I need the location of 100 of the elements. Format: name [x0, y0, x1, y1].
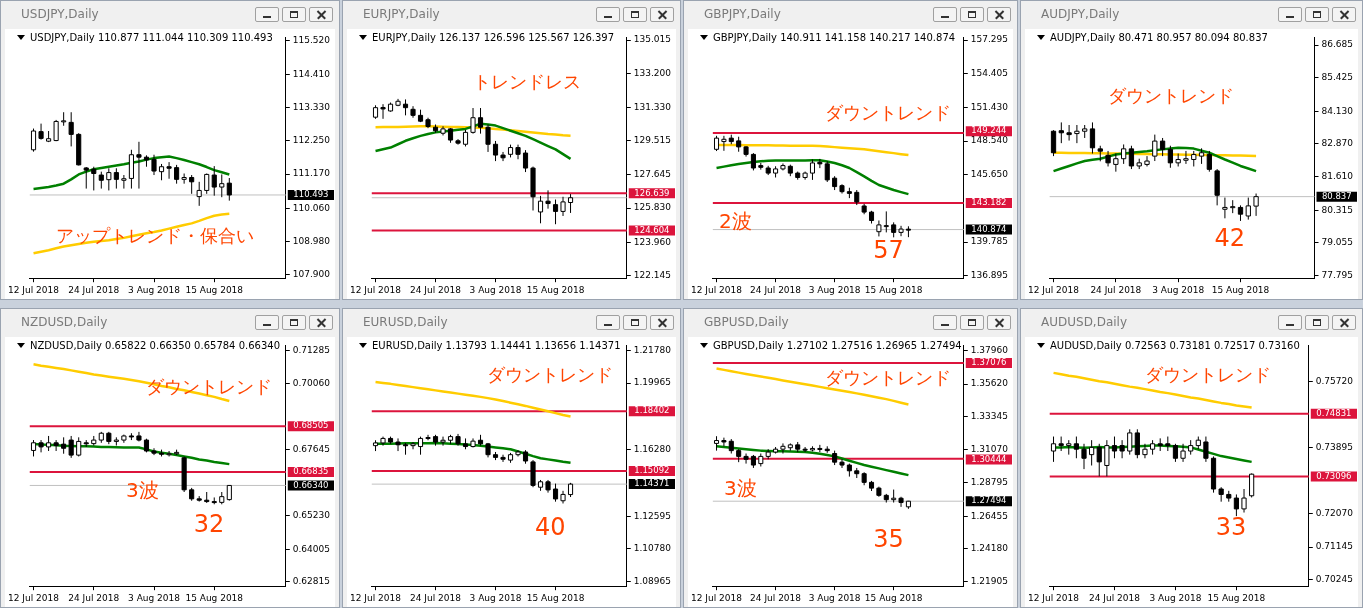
ref-line-label: 1.37076 [971, 357, 1007, 368]
ref-line-label: 1.30444 [971, 453, 1007, 464]
chart-title: AUDUSD,Daily [1040, 315, 1129, 329]
x-tick-label: 15 Aug 2018 [185, 284, 244, 295]
x-tick-label: 3 Aug 2018 [469, 592, 522, 603]
x-tick-label: 3 Aug 2018 [128, 592, 181, 603]
annotation: 40 [535, 512, 566, 541]
annotation: 2波 [719, 209, 752, 234]
annotation: ダウントレンド [487, 364, 614, 386]
y-tick-label: 151.430 [970, 102, 1009, 113]
chart-title: NZDUSD,Daily [20, 315, 109, 329]
x-tick-label: 3 Aug 2018 [808, 592, 861, 603]
candlestick [530, 459, 536, 488]
y-tick-label: 1.33345 [970, 411, 1008, 422]
y-tick-label: 1.26455 [970, 510, 1008, 521]
y-tick-label: 148.540 [970, 135, 1009, 146]
chart-title: GBPJPY,Daily [703, 7, 782, 21]
x-tick-label: 24 Jul 2018 [68, 592, 120, 603]
y-tick-label: 125.830 [633, 202, 672, 213]
ref-line-label: 0.68505 [293, 420, 329, 431]
y-tick-label: 79.055 [1321, 237, 1354, 248]
x-tick-label: 15 Aug 2018 [1211, 284, 1270, 295]
y-tick-label: 0.71145 [1315, 541, 1353, 552]
annotation: ダウントレンド [1144, 364, 1271, 386]
ref-line-label: 1.18402 [634, 405, 670, 416]
y-tick-label: 131.330 [633, 101, 672, 112]
x-tick-label: 12 Jul 2018 [1028, 284, 1080, 295]
y-tick-label: 86.685 [1321, 39, 1354, 50]
y-tick-label: 1.19965 [633, 377, 671, 388]
ref-line-label: 0.66835 [293, 466, 329, 477]
chart-subtitle: GBPJPY,Daily 140.911 141.158 140.217 140.874 [713, 32, 956, 43]
y-tick-label: 1.35620 [970, 378, 1009, 389]
x-tick-label: 3 Aug 2018 [469, 284, 522, 295]
x-tick-label: 24 Jul 2018 [68, 284, 120, 295]
ref-line-label: 0.74831 [1316, 407, 1352, 418]
y-tick-label: 123.960 [633, 236, 672, 247]
ref-line-label: 110.493 [293, 189, 329, 200]
annotation: ダウントレンド [1108, 85, 1235, 107]
y-tick-label: 1.10780 [633, 543, 672, 554]
ref-line-label: 126.639 [634, 187, 670, 198]
x-tick-label: 12 Jul 2018 [691, 592, 743, 603]
x-tick-label: 15 Aug 2018 [1207, 592, 1266, 603]
y-tick-label: 129.515 [633, 135, 671, 146]
y-tick-label: 145.650 [970, 168, 1009, 179]
x-tick-label: 24 Jul 2018 [750, 284, 802, 295]
x-tick-label: 24 Jul 2018 [1089, 592, 1141, 603]
chart-subtitle: AUDJPY,Daily 80.471 80.957 80.094 80.837 [1050, 32, 1268, 43]
ref-line-label: 140.874 [971, 223, 1007, 234]
candlestick [1183, 150, 1189, 165]
y-tick-label: 0.70060 [292, 378, 331, 389]
y-tick-label: 115.520 [292, 34, 331, 45]
chart-title: GBPUSD,Daily [703, 315, 790, 329]
annotation: 57 [873, 235, 904, 264]
y-tick-label: 0.72070 [1315, 507, 1354, 518]
y-tick-label: 0.75720 [1315, 375, 1354, 386]
chart-title: EURUSD,Daily [362, 315, 449, 329]
ref-line-label: 149.244 [971, 125, 1007, 136]
annotation: 33 [1215, 512, 1247, 541]
x-tick-label: 3 Aug 2018 [808, 284, 861, 295]
y-tick-label: 84.130 [1321, 105, 1354, 116]
candlestick [470, 107, 476, 135]
x-tick-label: 15 Aug 2018 [526, 592, 585, 603]
annotation: ダウントレンド [825, 102, 952, 124]
annotation: トレンドレス [473, 70, 582, 92]
y-tick-label: 0.67645 [292, 444, 330, 455]
y-tick-label: 135.015 [633, 34, 671, 45]
y-tick-label: 1.16280 [633, 443, 672, 454]
x-tick-label: 12 Jul 2018 [350, 592, 402, 603]
chart-subtitle: USDJPY,Daily 110.877 111.044 110.309 110.493 [30, 32, 273, 43]
x-tick-label: 12 Jul 2018 [8, 592, 60, 603]
chart-title: AUDJPY,Daily [1040, 7, 1121, 21]
y-tick-label: 82.870 [1321, 138, 1354, 149]
y-tick-label: 77.795 [1321, 269, 1354, 280]
y-tick-label: 1.21780 [633, 344, 672, 355]
annotation: 3波 [126, 478, 159, 503]
annotation: ダウントレンド [825, 366, 952, 388]
y-tick-label: 0.65230 [292, 510, 331, 521]
y-tick-label: 139.785 [970, 236, 1008, 247]
x-tick-label: 15 Aug 2018 [526, 284, 585, 295]
y-tick-label: 1.24180 [970, 543, 1009, 554]
x-tick-label: 15 Aug 2018 [864, 284, 923, 295]
y-tick-label: 111.170 [292, 168, 331, 179]
y-tick-label: 127.645 [633, 169, 671, 180]
y-tick-label: 0.71285 [292, 344, 330, 355]
y-tick-label: 107.900 [292, 269, 331, 280]
ref-line-label: 1.27494 [971, 495, 1007, 506]
y-tick-label: 1.21905 [970, 576, 1008, 587]
chart-title: EURJPY,Daily [362, 7, 441, 21]
ref-line-label: 0.66340 [293, 479, 329, 490]
x-tick-label: 12 Jul 2018 [350, 284, 402, 295]
y-tick-label: 114.410 [292, 68, 331, 79]
y-tick-label: 1.37960 [970, 344, 1009, 355]
x-tick-label: 24 Jul 2018 [410, 592, 462, 603]
x-tick-label: 24 Jul 2018 [750, 592, 802, 603]
annotation: 42 [1214, 223, 1246, 252]
x-tick-label: 24 Jul 2018 [1090, 284, 1142, 295]
chart-subtitle: NZDUSD,Daily 0.65822 0.66350 0.65784 0.66340 [30, 340, 281, 351]
y-tick-label: 113.330 [292, 101, 331, 112]
y-tick-label: 108.980 [292, 235, 331, 246]
x-tick-label: 3 Aug 2018 [1152, 284, 1205, 295]
